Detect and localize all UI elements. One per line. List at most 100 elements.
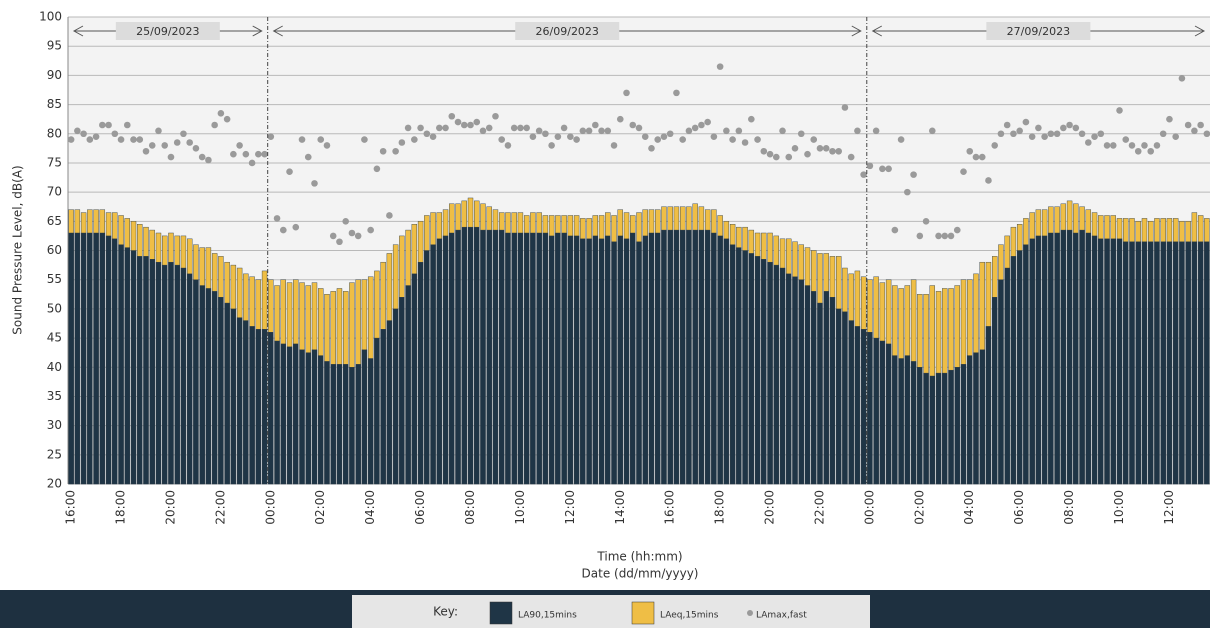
- dot: [891, 226, 899, 234]
- dot: [953, 226, 961, 234]
- y-tick-label: 100: [39, 10, 62, 24]
- bar: [717, 235, 723, 485]
- dot: [517, 124, 524, 132]
- dot: [841, 104, 849, 111]
- x-tick-label: 14:00: [613, 490, 627, 525]
- dot: [791, 145, 799, 152]
- bar: [1091, 235, 1098, 485]
- x-axis-title: Time (hh:mm): [596, 550, 682, 564]
- bar: [1141, 241, 1148, 485]
- bar: [511, 232, 517, 485]
- dot: [1191, 127, 1198, 135]
- bar: [405, 285, 411, 485]
- bar: [1197, 241, 1204, 485]
- bar: [898, 358, 904, 485]
- bar: [118, 244, 124, 485]
- y-tick-label: 65: [47, 214, 62, 228]
- dot: [467, 121, 474, 129]
- dot: [86, 136, 94, 143]
- bar: [542, 232, 549, 485]
- dot: [835, 147, 842, 155]
- bar: [130, 250, 137, 485]
- dot: [866, 162, 874, 170]
- date-label: 26/09/2023: [536, 25, 599, 38]
- bar: [1004, 267, 1010, 485]
- dot: [1109, 142, 1117, 149]
- dot: [623, 89, 630, 97]
- bar: [773, 264, 779, 485]
- dot: [542, 130, 549, 138]
- bar: [967, 355, 973, 485]
- dot: [279, 226, 287, 234]
- bar: [742, 250, 748, 485]
- bar: [1010, 256, 1017, 485]
- y-tick-label: 85: [47, 97, 62, 111]
- dot: [473, 118, 481, 126]
- arrow-head: [871, 25, 883, 37]
- bar: [973, 352, 979, 485]
- y-tick-label: 25: [47, 447, 62, 461]
- dot: [92, 133, 100, 140]
- bar: [455, 229, 461, 485]
- bar: [137, 256, 143, 485]
- dot: [329, 232, 337, 240]
- bar: [555, 232, 561, 485]
- bar: [929, 375, 935, 485]
- dot: [523, 124, 530, 132]
- bar: [848, 320, 854, 485]
- bar: [330, 364, 336, 485]
- bar: [1035, 235, 1042, 485]
- dot: [860, 171, 867, 178]
- bar: [617, 235, 623, 485]
- dot: [1197, 121, 1204, 129]
- dot: [635, 124, 643, 132]
- dot: [80, 130, 87, 138]
- x-tick-label: 10:00: [513, 490, 527, 525]
- dot: [804, 150, 811, 158]
- dot: [398, 139, 406, 146]
- bar: [1116, 238, 1123, 485]
- dot: [130, 136, 137, 143]
- dot: [248, 159, 256, 167]
- bar: [499, 229, 505, 485]
- dot: [342, 218, 349, 225]
- x-tick-label: 02:00: [912, 490, 926, 525]
- bar: [1123, 241, 1129, 485]
- dot: [1184, 121, 1192, 129]
- dot: [673, 89, 680, 97]
- bar: [99, 232, 106, 485]
- dot: [417, 124, 424, 132]
- dot: [504, 142, 512, 149]
- bar: [74, 232, 81, 485]
- bar: [1172, 241, 1179, 485]
- dot: [810, 136, 818, 143]
- dot: [966, 147, 974, 155]
- bar: [648, 232, 655, 485]
- legend-label: LA90,15mins: [518, 611, 577, 621]
- dot: [741, 139, 749, 146]
- dot: [654, 136, 662, 143]
- bar: [386, 320, 393, 485]
- dot: [1060, 124, 1067, 132]
- dot: [423, 130, 431, 138]
- dot: [1035, 124, 1042, 132]
- bar: [954, 367, 960, 485]
- bar: [623, 238, 630, 485]
- dot: [610, 142, 618, 149]
- bar: [355, 364, 361, 485]
- dot: [679, 136, 686, 143]
- y-tick-label: 95: [47, 39, 62, 53]
- bar: [679, 229, 686, 485]
- bar: [948, 369, 954, 485]
- dot: [367, 226, 374, 234]
- dot: [361, 136, 368, 143]
- bar: [885, 343, 892, 485]
- dot: [698, 121, 705, 129]
- bar: [1185, 241, 1191, 485]
- dot: [161, 142, 169, 149]
- bar: [985, 326, 992, 485]
- x-tick-label: 16:00: [64, 490, 78, 525]
- dot: [1097, 130, 1105, 138]
- dot: [885, 165, 892, 173]
- bar: [505, 232, 511, 485]
